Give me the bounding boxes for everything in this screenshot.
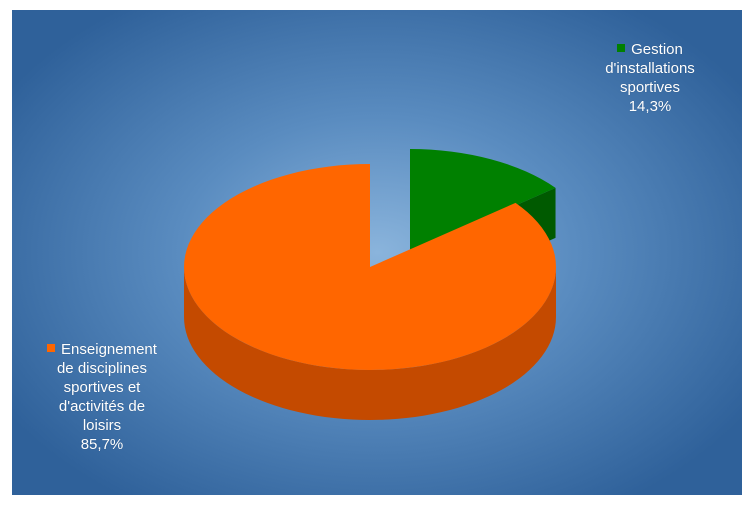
slice-label-line: d'activités de [58,398,146,415]
slice-label-line: loisirs [82,417,122,434]
slice-label-gestion: Gestion d'installations sportives 14,3% [585,40,715,116]
slice-gestion [410,149,556,252]
chart-area: Gestion d'installations sportives 14,3% … [12,10,742,495]
slice-label-line: sportives [619,79,681,96]
slice-percent-label: 85,7% [80,436,124,453]
slice-label-line: de disciplines [56,360,148,377]
slice-label-enseignement: Enseignement de disciplines sportives et… [22,340,182,454]
slice-side-enseignement [184,267,556,420]
legend-swatch-gestion [617,44,626,52]
pie-chart [184,149,557,420]
slice-enseignement [184,164,557,371]
slice-label-line: Gestion [631,41,683,58]
slice-label-line: Enseignement [61,341,157,358]
slice-label-line: sportives et [63,379,141,396]
slice-label-line: d'installations [605,60,695,77]
legend-swatch-enseignement [47,344,56,352]
slice-percent-label: 14,3% [628,98,672,115]
